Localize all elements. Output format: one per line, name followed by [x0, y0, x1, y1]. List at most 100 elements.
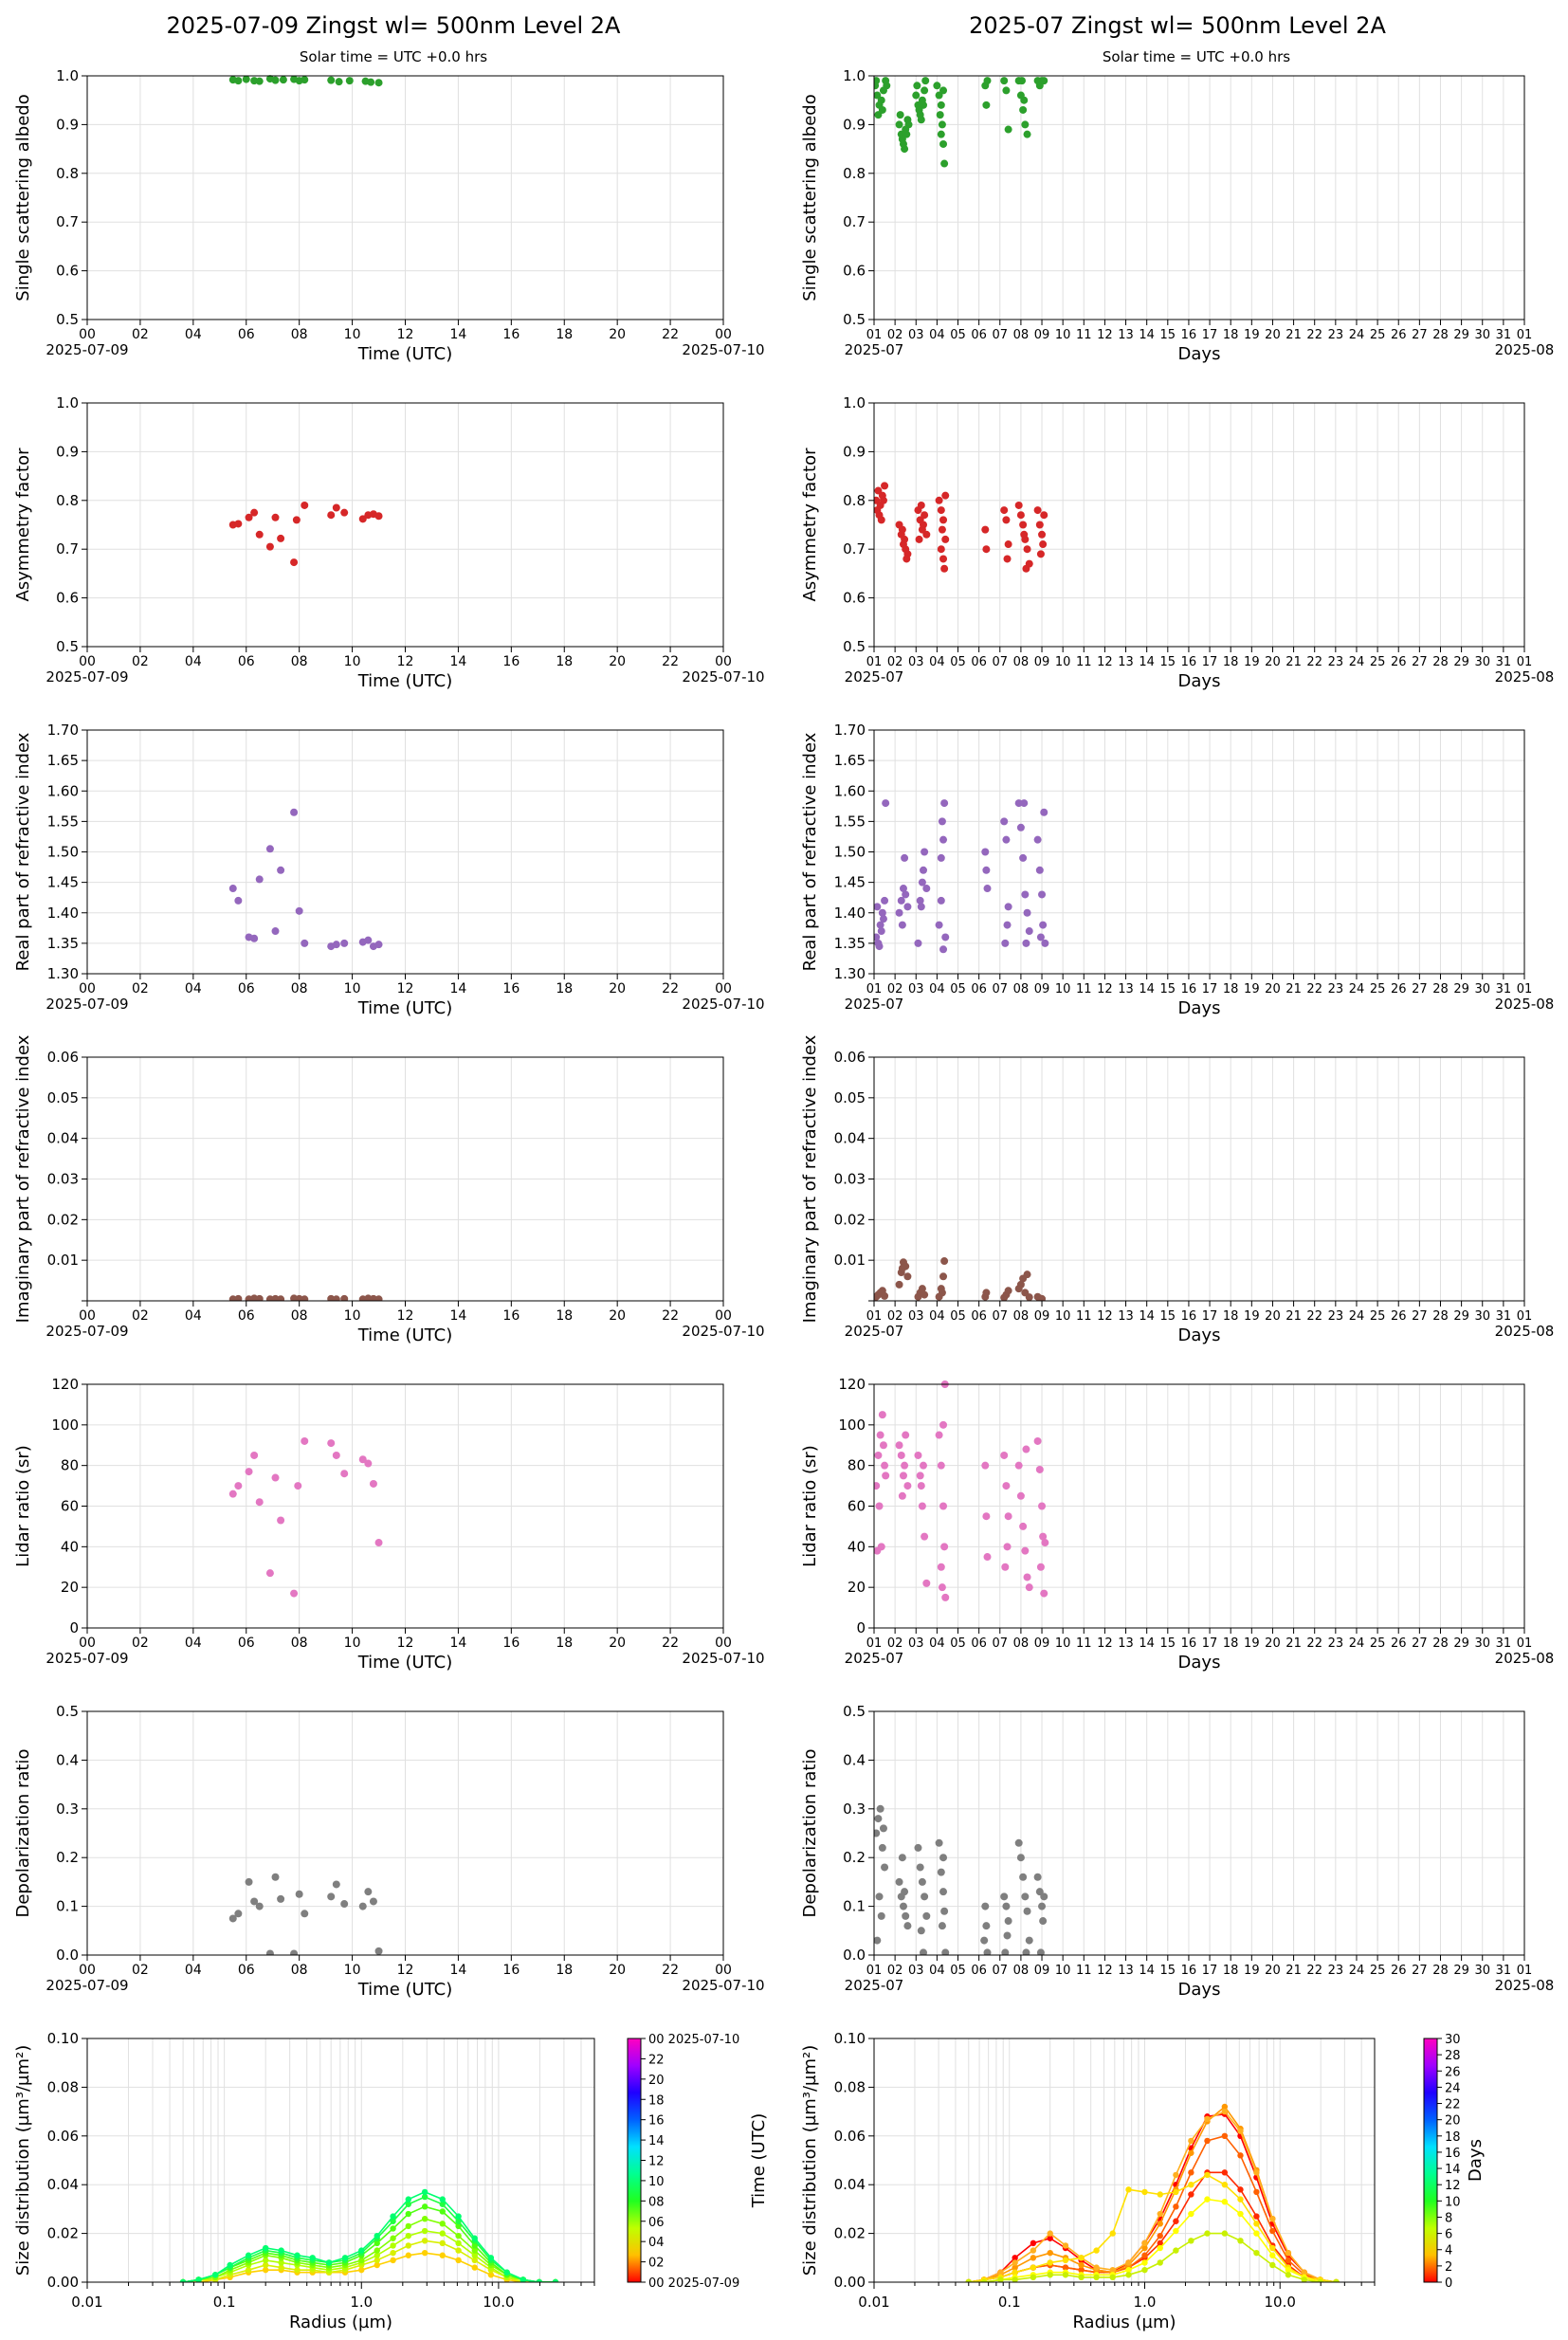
series-point: [278, 2247, 284, 2254]
series-point: [1285, 2257, 1292, 2264]
y-tick-label: 0.7: [843, 540, 866, 558]
series-point: [1078, 2274, 1085, 2281]
data-point: [874, 1829, 881, 1837]
series-point: [1204, 2171, 1211, 2179]
data-point: [1025, 927, 1033, 936]
x-tick-label: 14: [1139, 328, 1155, 342]
data-point: [1003, 921, 1012, 929]
data-point: [922, 1579, 931, 1587]
data-point: [982, 545, 991, 554]
x-tick-label: 06: [971, 655, 987, 669]
data-point: [1019, 853, 1028, 862]
series-point: [471, 2252, 478, 2258]
x-tick-label: 22: [1306, 1964, 1322, 1978]
data-point: [922, 885, 931, 893]
x-tick-label: 05: [950, 328, 966, 342]
x-tick-label: 20: [1265, 982, 1281, 996]
data-point: [301, 76, 309, 84]
data-point: [1019, 521, 1028, 529]
x-tick-label: 24: [1349, 982, 1365, 996]
data-point: [940, 1543, 949, 1551]
x-tick-label: 25: [1370, 655, 1386, 669]
series-point: [1062, 2272, 1069, 2278]
x-axis-start-date: 2025-07: [845, 668, 904, 686]
x-tick-label: 23: [1328, 1309, 1344, 1324]
y-tick-label: 60: [848, 1498, 866, 1515]
y-tick-label: 0.8: [56, 492, 79, 509]
x-tick-label: 18: [556, 1308, 573, 1324]
asy-month-panel: 01 02 03 04 05 06 07 08 09 10 11 12 13 14 15 16 17 18 19 20…: [800, 394, 1554, 691]
x-tick-label: 15: [1160, 328, 1176, 342]
y-tick-label: 0.8: [843, 165, 866, 182]
x-axis-label: Time (UTC): [357, 1980, 453, 2000]
series-point: [1157, 2259, 1163, 2266]
x-tick-label: 08: [291, 327, 308, 342]
series-point: [211, 2272, 219, 2278]
y-tick-label: 0.02: [834, 1211, 866, 1228]
series-point: [195, 2276, 202, 2282]
series-point: [1109, 2266, 1116, 2274]
data-point: [1019, 1873, 1028, 1881]
data-point: [921, 86, 929, 95]
x-axis-end-date: 2025-07-10: [682, 996, 764, 1013]
data-point: [1025, 1936, 1033, 1945]
data-point: [941, 1948, 950, 1955]
x-tick-label: 03: [908, 1636, 924, 1651]
data-point: [1023, 130, 1031, 138]
x-tick-label: 10: [344, 327, 361, 342]
x-tick-label: 20: [609, 654, 626, 669]
depol-month-panel: 01 02 03 04 05 06 07 08 09 10 11 12 13 14 15 16 17 18 19 20…: [800, 1703, 1554, 2000]
x-tick-label: 04: [929, 328, 945, 342]
series-point: [1030, 2255, 1037, 2261]
colorbar-tick-label: 16: [1445, 2147, 1461, 2161]
series-point: [262, 2266, 269, 2274]
x-tick-label: 11: [1076, 1964, 1092, 1978]
data-point: [369, 1479, 377, 1488]
series-point: [487, 2255, 495, 2261]
x-tick-label: 00: [715, 981, 732, 996]
data-point: [903, 1482, 912, 1490]
series-point: [1253, 2213, 1260, 2220]
data-point: [255, 1902, 264, 1910]
series-point: [439, 2208, 446, 2215]
data-layer: [874, 1804, 1048, 1955]
data-point: [1039, 1532, 1048, 1541]
data-point: [883, 82, 891, 90]
x-tick-label: 08: [1013, 328, 1030, 342]
series-point: [1237, 2196, 1244, 2203]
data-point: [1016, 511, 1025, 520]
data-point: [327, 1439, 336, 1448]
data-point: [271, 1873, 280, 1881]
series-point: [1157, 2239, 1163, 2247]
x-tick-label: 04: [185, 1636, 202, 1651]
series-line: [968, 2134, 1337, 2282]
x-tick-label: 19: [1244, 1964, 1260, 1978]
data-point: [364, 1459, 373, 1468]
data-point: [875, 1892, 884, 1901]
x-tick-label: 04: [185, 1308, 202, 1324]
data-point: [914, 1451, 922, 1459]
x-tick-label: 16: [502, 1963, 520, 1978]
x-tick-label: 22: [1306, 655, 1322, 669]
data-point: [876, 921, 884, 929]
data-point: [265, 1949, 274, 1955]
data-layer: [228, 808, 383, 951]
x-tick-label: 08: [1013, 1636, 1030, 1651]
series-point: [1141, 2259, 1148, 2266]
data-point: [898, 1491, 906, 1500]
series-point: [341, 2255, 349, 2261]
data-point: [898, 525, 906, 534]
series-point: [439, 2201, 446, 2207]
y-tick-label: 0.7: [56, 213, 79, 230]
data-point: [902, 1911, 910, 1920]
x-tick-label: 12: [397, 981, 414, 996]
series-point: [965, 2278, 972, 2282]
y-axis-label: Depolarization ratio: [800, 1749, 820, 1918]
data-point: [1020, 96, 1029, 104]
data-point: [937, 896, 945, 905]
x-tick-label: 21: [1285, 1636, 1302, 1651]
data-point: [228, 1914, 237, 1923]
data-point: [1020, 530, 1029, 539]
